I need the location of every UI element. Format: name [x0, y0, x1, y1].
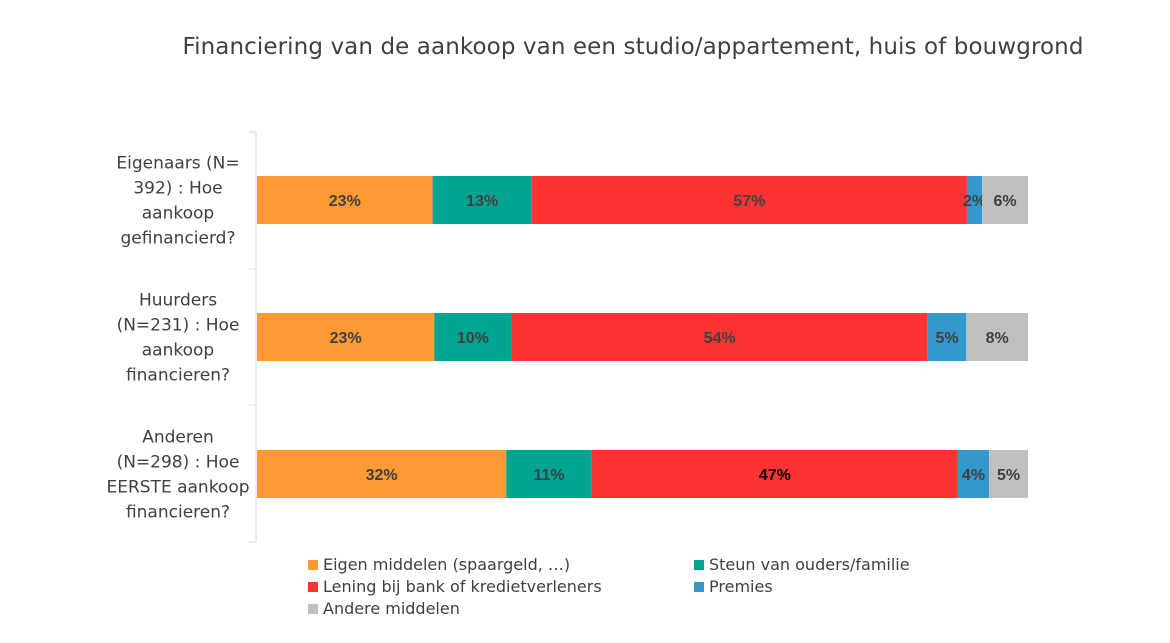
- data-label: 6%: [994, 193, 1017, 210]
- legend-label: Andere middelen: [323, 599, 460, 618]
- bar-segment: [434, 313, 512, 361]
- bar-segment: [591, 450, 958, 498]
- legend-swatch: [308, 581, 318, 592]
- data-label: 54%: [704, 330, 736, 347]
- data-label: 10%: [457, 330, 489, 347]
- category-label-line: aankoop: [142, 204, 214, 224]
- legend-item: Lening bij bank of kredietverleners: [308, 577, 602, 596]
- data-label: 13%: [466, 193, 498, 210]
- category-label-line: financieren?: [126, 503, 230, 523]
- category-label-line: gefinancierd?: [121, 229, 236, 249]
- data-label: 5%: [935, 330, 958, 347]
- bar-segment: [257, 313, 435, 361]
- bar-segment: [257, 176, 433, 224]
- bar-segment: [966, 176, 983, 224]
- category-label-line: aankoop: [142, 341, 214, 361]
- category-label-line: EERSTE aankoop: [106, 478, 249, 498]
- legend-label: Lening bij bank of kredietverleners: [323, 577, 602, 596]
- data-label: 47%: [759, 467, 791, 484]
- legend-item: Andere middelen: [308, 599, 460, 618]
- legend-label: Steun van ouders/familie: [709, 555, 910, 574]
- bar-segment: [257, 450, 507, 498]
- category-label-line: Anderen: [142, 428, 214, 448]
- data-label: 4%: [962, 467, 985, 484]
- category-label: Eigenaars (N= 392) : Hoe aankoop gefinancie…: [116, 154, 239, 249]
- legend-item: Eigen middelen (spaargeld, …): [308, 555, 570, 574]
- legend-item: Steun van ouders/familie: [694, 555, 910, 574]
- data-label: 57%: [733, 193, 765, 210]
- data-label: 2%: [963, 193, 986, 210]
- category-label-line: Eigenaars (N=: [116, 154, 239, 174]
- data-label: 5%: [997, 467, 1020, 484]
- data-label: 11%: [533, 467, 564, 484]
- data-label: 32%: [366, 467, 398, 484]
- bar-segment: [506, 450, 592, 498]
- legend-swatch: [694, 581, 704, 592]
- category-label-line: (N=298) : Hoe: [117, 453, 240, 473]
- legend-swatch: [308, 603, 318, 614]
- data-label: 23%: [329, 193, 361, 210]
- data-label: 8%: [986, 330, 1009, 347]
- legend-item: Premies: [694, 577, 773, 596]
- bar-segment: [927, 313, 967, 361]
- bar-segment: [432, 176, 532, 224]
- chart-title: Financiering van de aankoop van een stud…: [182, 34, 1084, 60]
- bar-segment: [957, 450, 990, 498]
- bar-segment: [982, 176, 1028, 224]
- data-label: 23%: [330, 330, 362, 347]
- category-label-line: 392) : Hoe: [133, 179, 222, 199]
- category-label-line: (N=231) : Hoe: [117, 316, 240, 336]
- legend-swatch: [694, 559, 704, 570]
- category-label-line: Huurders: [139, 291, 217, 311]
- bar-segment: [966, 313, 1028, 361]
- category-label: Anderen (N=298) : Hoe EERSTE aankoop financ…: [106, 428, 249, 523]
- bar-segment: [989, 450, 1028, 498]
- legend-swatch: [308, 559, 318, 570]
- legend-label: Eigen middelen (spaargeld, …): [323, 555, 571, 574]
- category-label-line: financieren?: [126, 366, 230, 386]
- bar-segment: [511, 313, 928, 361]
- bar-segment: [531, 176, 967, 224]
- category-label: Huurders (N=231) : Hoe aankoop financieren?: [117, 291, 240, 386]
- legend-label: Premies: [709, 577, 773, 596]
